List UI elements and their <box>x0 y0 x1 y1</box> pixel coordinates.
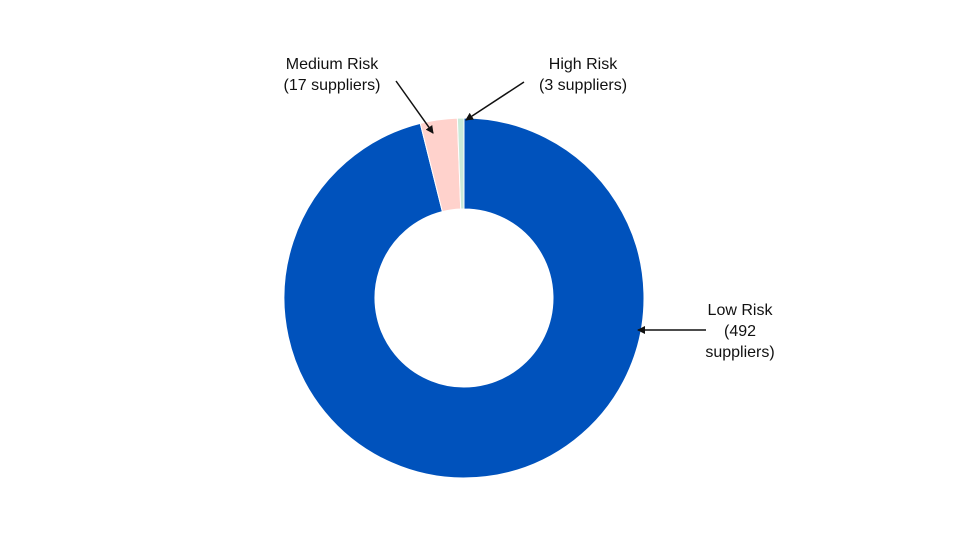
medium-risk-label: Medium Risk (17 suppliers) <box>270 54 394 96</box>
high-risk-arrow <box>465 81 525 121</box>
medium-risk-detail: (17 suppliers) <box>283 77 381 94</box>
donut-slices <box>283 117 645 479</box>
high-risk-label: High Risk (3 suppliers) <box>526 54 640 96</box>
low-risk-slice <box>283 117 645 479</box>
medium-risk-arrow <box>395 80 434 134</box>
medium-risk-name: Medium Risk <box>285 56 379 73</box>
high-risk-name: High Risk <box>548 56 618 73</box>
high-risk-slice <box>456 117 465 210</box>
high-risk-detail: (3 suppliers) <box>538 77 628 94</box>
low-risk-detail-line-2: suppliers) <box>705 344 775 361</box>
low-risk-detail-line-1: (492 <box>723 323 757 340</box>
low-risk-name: Low Risk <box>707 302 773 319</box>
low-risk-label: Low Risk (492 suppliers) <box>690 300 790 363</box>
